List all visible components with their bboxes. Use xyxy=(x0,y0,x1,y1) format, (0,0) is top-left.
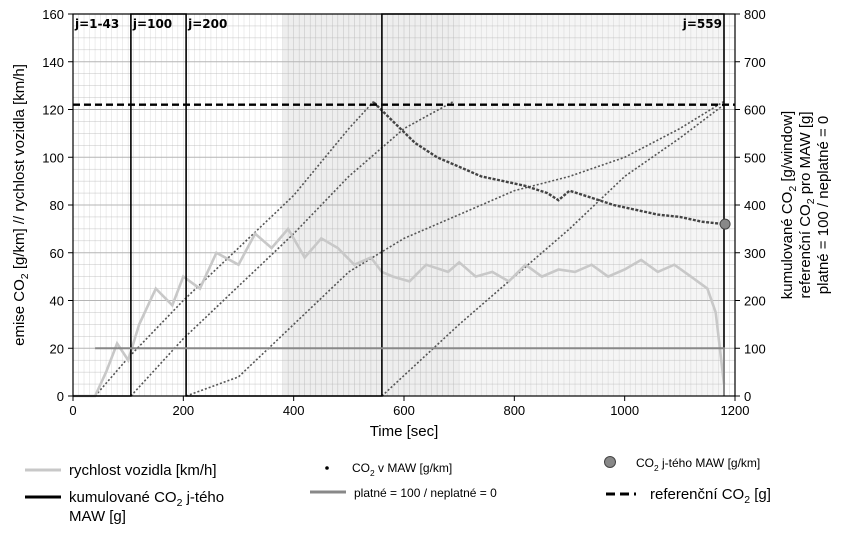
y-left-tick-label: 120 xyxy=(42,103,64,118)
window-marker-label: j=100 xyxy=(132,17,172,31)
legend: rychlost vozidla [km/h] kumulované CO2 j-… xyxy=(25,456,771,525)
x-tick-label: 600 xyxy=(393,403,415,418)
y-right-axis-title: kumulované CO2 [g/window] xyxy=(779,111,799,299)
legend-label: referenční CO2 [g] xyxy=(650,486,771,506)
legend-label: rychlost vozidla [km/h] xyxy=(69,462,217,479)
validity-line xyxy=(95,347,725,396)
y-right-tick-label: 200 xyxy=(744,294,766,309)
y-right-tick-label: 400 xyxy=(744,198,766,213)
y-right-tick-label: 0 xyxy=(744,389,751,404)
co2-maw-line xyxy=(372,101,725,226)
y-right-tick-label: 100 xyxy=(744,341,766,356)
legend-label: kumulované CO2 j-tého xyxy=(69,489,224,509)
x-tick-label: 200 xyxy=(172,403,194,418)
x-tick-label: 800 xyxy=(503,403,525,418)
x-tick-label: 1200 xyxy=(721,403,750,418)
y-left-tick-label: 20 xyxy=(50,341,64,356)
x-tick-label: 1000 xyxy=(610,403,639,418)
x-tick-label: 0 xyxy=(69,403,76,418)
legend-label: CO2 v MAW [g/km] xyxy=(352,461,452,478)
legend-marker-swatch xyxy=(604,456,616,468)
y-left-tick-label: 40 xyxy=(50,294,64,309)
y-right-tick-label: 700 xyxy=(744,55,766,70)
cumulative-co2-curve xyxy=(94,100,375,397)
y-left-tick-label: 140 xyxy=(42,55,64,70)
series-layer xyxy=(73,13,735,398)
cumulative-co2-curve xyxy=(381,104,725,397)
y-left-tick-label: 160 xyxy=(42,7,64,22)
legend-dot-swatch xyxy=(325,466,329,470)
y-right-tick-label: 600 xyxy=(744,103,766,118)
vehicle-speed-line xyxy=(73,226,726,398)
co2-j-maw-marker xyxy=(719,218,731,230)
y-left-tick-label: 80 xyxy=(50,198,64,213)
y-left-tick-label: 100 xyxy=(42,150,64,165)
window-marker-label: j=200 xyxy=(187,17,227,31)
window-marker-label: j=1-43 xyxy=(74,17,119,31)
axes-layer: 0 200 400 600 800 1000 12000204060801001201401… xyxy=(11,7,832,440)
y-right-tick-label: 300 xyxy=(744,246,766,261)
y-left-axis-title: emise CO2 [g/km] // rychlost vozidla [km… xyxy=(11,64,31,346)
y-right-axis-title: referenční CO2 pro MAW [g] xyxy=(797,111,817,298)
grid-layer xyxy=(72,13,736,397)
legend-label: MAW [g] xyxy=(69,508,126,525)
y-right-tick-label: 800 xyxy=(744,7,766,22)
y-right-axis-title: platné = 100 / neplatné = 0 xyxy=(815,116,832,294)
legend-label: CO2 j-tého MAW [g/km] xyxy=(636,456,760,473)
cumulative-co2-curve xyxy=(130,100,454,397)
cumulative-co2-curve xyxy=(185,100,725,397)
window-marker-label: j=559 xyxy=(682,17,722,31)
legend-label: platné = 100 / neplatné = 0 xyxy=(354,486,497,500)
x-axis-title: Time [sec] xyxy=(370,423,439,440)
x-tick-label: 400 xyxy=(283,403,305,418)
y-left-tick-label: 0 xyxy=(57,389,64,404)
y-left-tick-label: 60 xyxy=(50,246,64,261)
y-right-tick-label: 500 xyxy=(744,150,766,165)
